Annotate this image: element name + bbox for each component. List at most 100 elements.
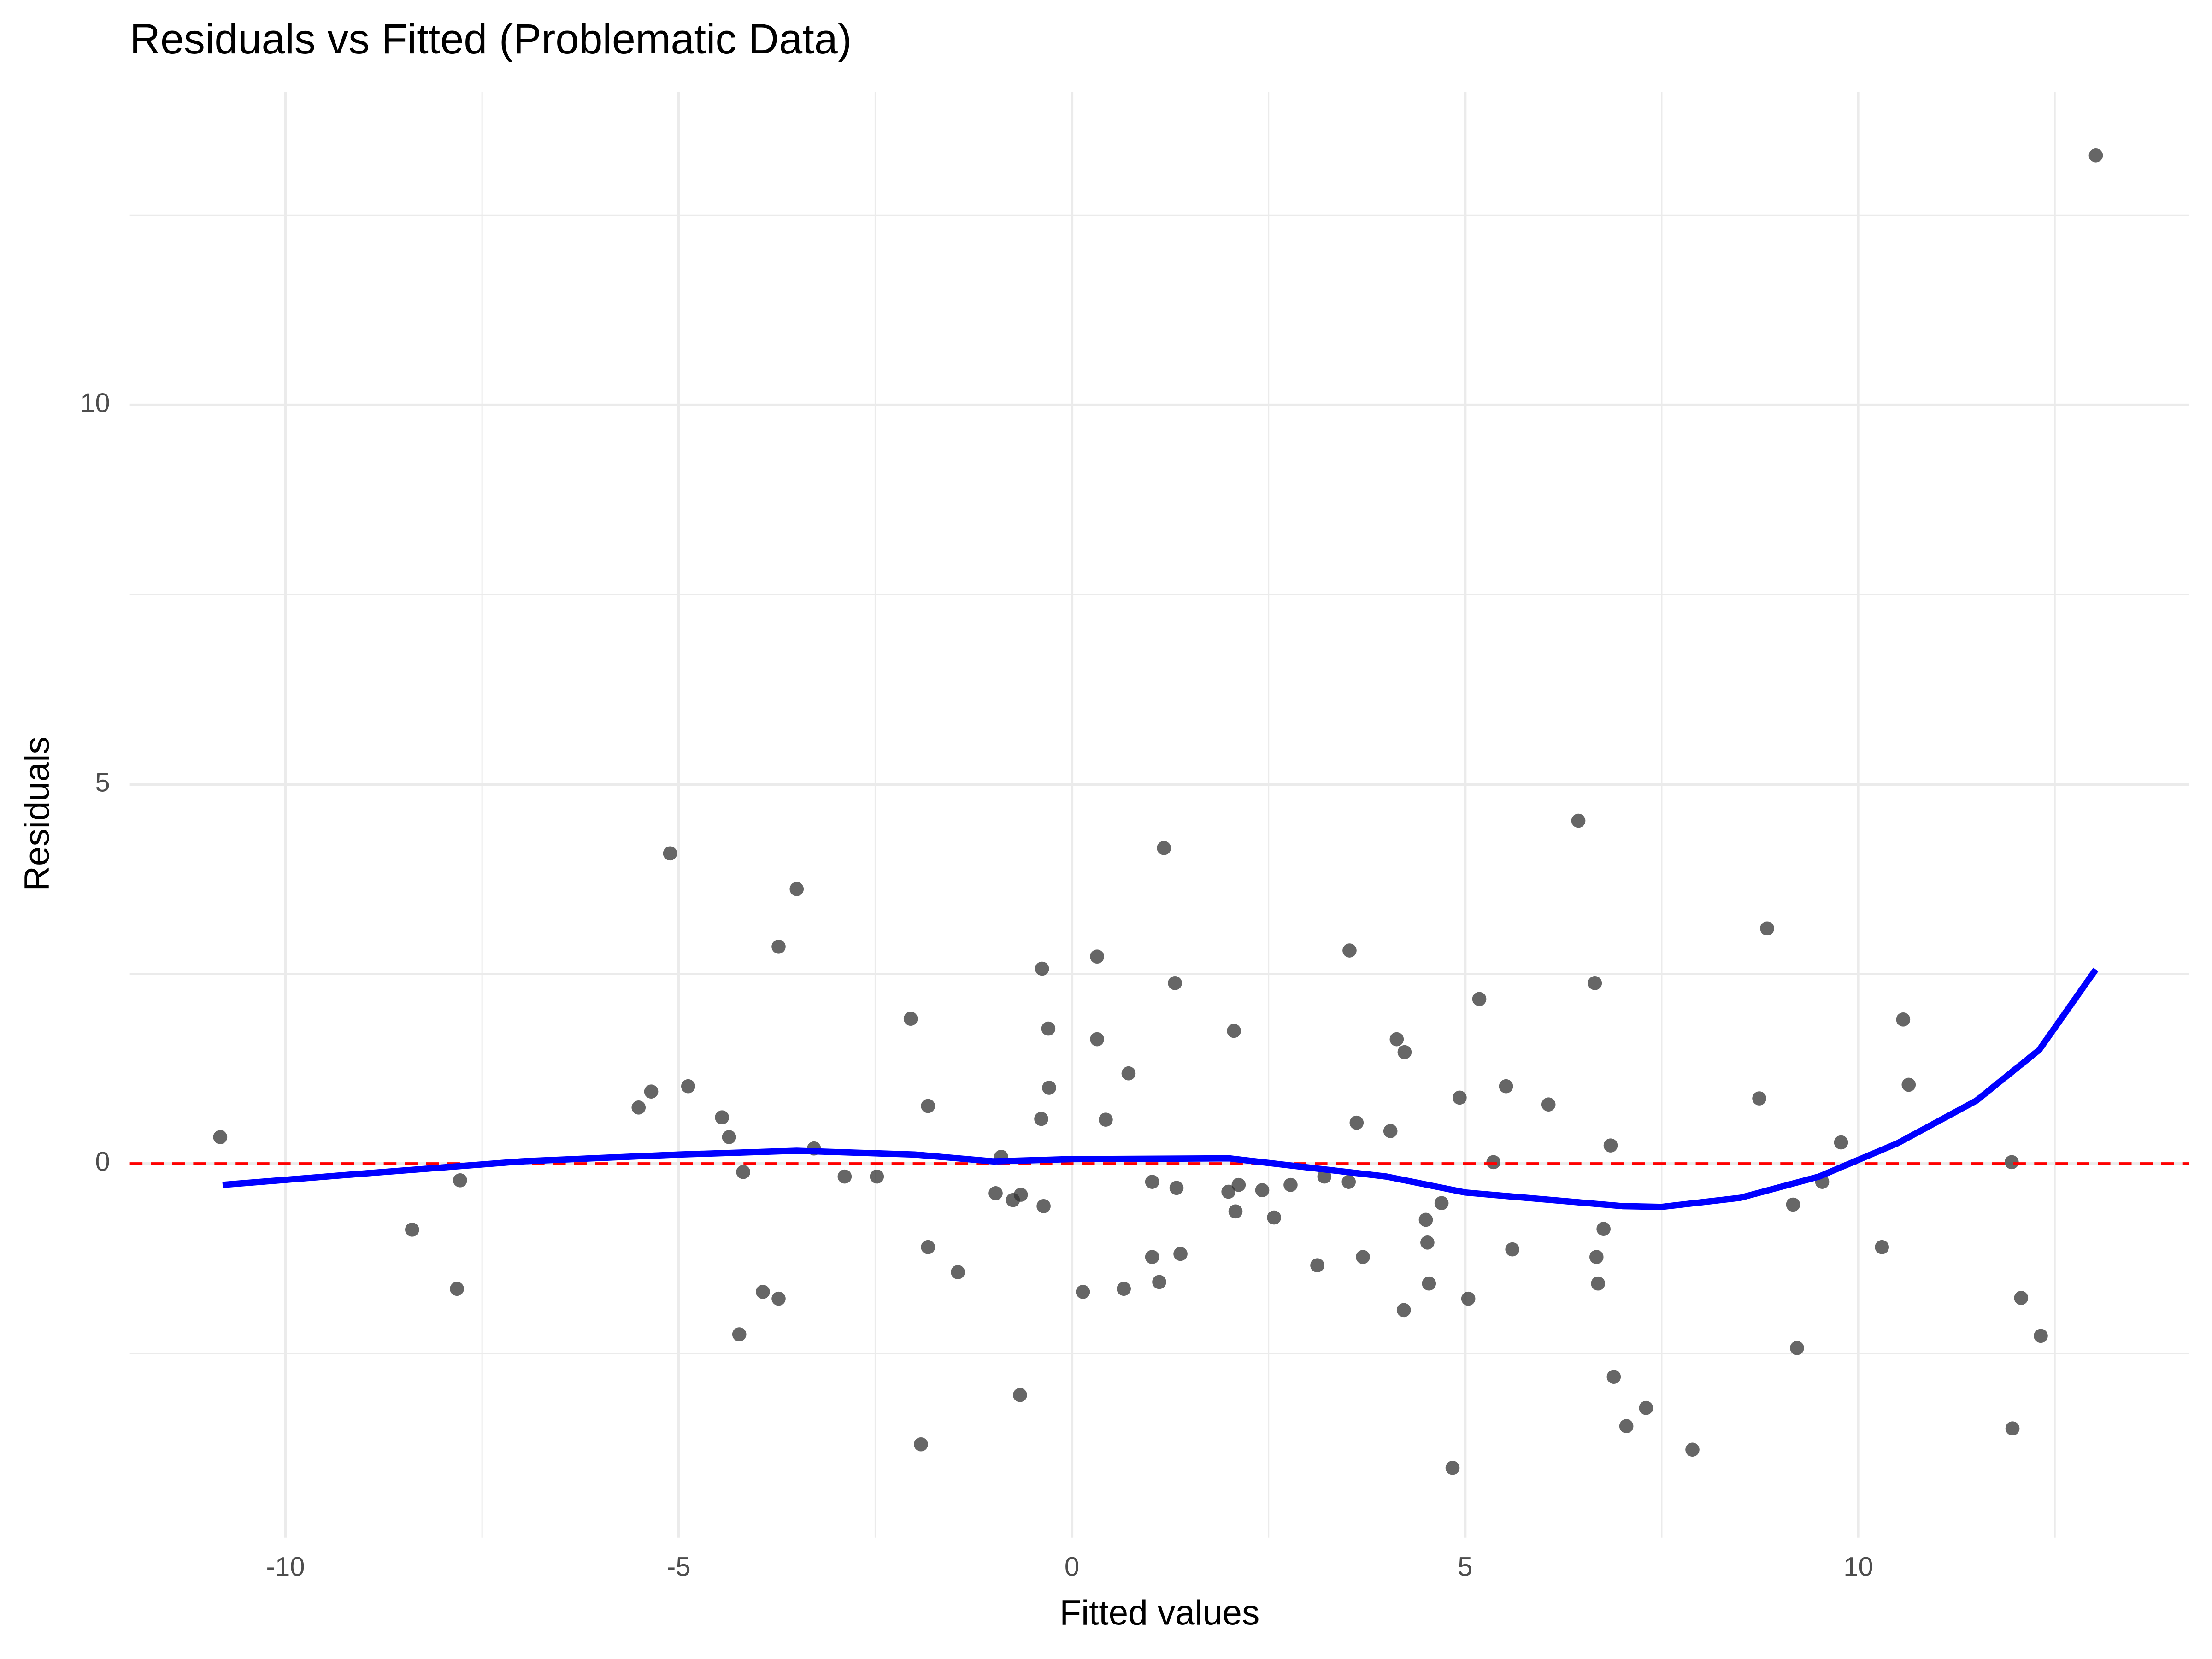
point <box>1499 1079 1513 1094</box>
point <box>1227 1024 1241 1038</box>
y-tick-label: 0 <box>95 1147 110 1177</box>
point <box>1145 1250 1159 1264</box>
point <box>1418 1212 1433 1227</box>
point <box>837 1169 852 1184</box>
point <box>715 1110 729 1125</box>
point <box>1317 1169 1332 1184</box>
point <box>1397 1045 1412 1059</box>
point <box>921 1099 935 1113</box>
point <box>1035 961 1049 976</box>
point <box>1790 1341 1804 1355</box>
x-tick-label: 10 <box>1843 1552 1873 1582</box>
point <box>1255 1183 1270 1198</box>
point <box>1596 1222 1611 1236</box>
point <box>681 1079 695 1094</box>
point <box>1472 992 1487 1006</box>
point <box>450 1282 464 1296</box>
point <box>2034 1329 2048 1343</box>
point <box>1349 1115 1364 1130</box>
point <box>453 1173 467 1188</box>
point <box>1786 1197 1800 1212</box>
point <box>1752 1091 1766 1106</box>
point <box>1090 949 1104 964</box>
point <box>1486 1155 1501 1170</box>
point <box>1041 1021 1056 1036</box>
point <box>1090 1032 1104 1047</box>
point <box>914 1437 928 1452</box>
point <box>1420 1235 1435 1250</box>
point <box>213 1130 228 1144</box>
point <box>1121 1066 1136 1081</box>
x-tick-label: -5 <box>667 1552 691 1582</box>
point <box>870 1169 884 1184</box>
smooth-line <box>222 967 2099 1210</box>
chart-title: Residuals vs Fitted (Problematic Data) <box>130 16 852 63</box>
y-axis-label: Residuals <box>18 736 57 891</box>
point <box>1157 841 1171 855</box>
point <box>1445 1460 1460 1475</box>
point <box>1076 1285 1090 1299</box>
point <box>1356 1250 1370 1264</box>
point <box>951 1265 965 1279</box>
point <box>1168 976 1182 990</box>
point <box>1505 1242 1520 1257</box>
point <box>1901 1077 1916 1092</box>
point <box>988 1186 1003 1200</box>
point <box>1036 1199 1051 1213</box>
point <box>1760 921 1774 936</box>
point <box>1383 1124 1398 1138</box>
point <box>1591 1276 1606 1291</box>
point <box>1541 1097 1556 1112</box>
point <box>1117 1282 1131 1296</box>
point <box>1228 1204 1243 1219</box>
point <box>1896 1012 1911 1027</box>
point <box>1267 1210 1281 1225</box>
point <box>1685 1442 1700 1457</box>
x-axis-label: Fitted values <box>1059 1593 1259 1632</box>
point <box>771 939 786 954</box>
point <box>1639 1400 1653 1415</box>
point <box>2005 1155 2019 1170</box>
point <box>736 1165 751 1179</box>
y-tick-label: 10 <box>80 388 110 418</box>
point <box>1342 943 1357 958</box>
point <box>1169 1181 1184 1195</box>
point <box>1571 813 1586 828</box>
point <box>2088 148 2103 163</box>
point <box>756 1285 770 1299</box>
point <box>1434 1196 1449 1211</box>
point <box>1341 1175 1356 1189</box>
point <box>789 882 804 896</box>
point <box>1834 1135 1848 1150</box>
point <box>771 1291 786 1306</box>
point <box>1453 1090 1467 1105</box>
point <box>644 1084 659 1099</box>
point <box>1461 1291 1476 1306</box>
point <box>1152 1275 1166 1289</box>
point <box>1283 1177 1298 1192</box>
point <box>1396 1303 1411 1318</box>
point <box>1145 1175 1159 1189</box>
point <box>405 1223 419 1237</box>
point <box>903 1012 918 1026</box>
point <box>2014 1291 2029 1305</box>
point <box>1173 1247 1188 1261</box>
point <box>1099 1112 1113 1127</box>
point <box>722 1130 736 1144</box>
point <box>1606 1370 1621 1384</box>
point <box>1875 1240 1889 1254</box>
point <box>1389 1032 1404 1047</box>
point <box>732 1327 747 1341</box>
y-tick-label: 5 <box>95 767 110 797</box>
point <box>1013 1188 1028 1202</box>
point <box>1603 1138 1618 1153</box>
point <box>1589 1250 1604 1264</box>
point <box>1221 1184 1235 1199</box>
point <box>2005 1421 2020 1435</box>
point <box>631 1100 646 1115</box>
x-tick-label: 5 <box>1458 1552 1472 1582</box>
point <box>1588 976 1602 990</box>
point <box>921 1240 935 1254</box>
point <box>1619 1419 1634 1434</box>
